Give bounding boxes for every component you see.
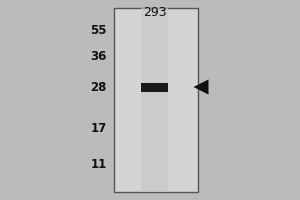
- Text: 17: 17: [90, 122, 106, 136]
- Bar: [141, 82, 168, 92]
- Text: 293: 293: [143, 5, 166, 19]
- Text: 36: 36: [90, 50, 106, 63]
- Bar: [114, 8, 198, 192]
- Text: 28: 28: [90, 81, 106, 94]
- Text: 11: 11: [90, 158, 106, 170]
- Bar: [141, 8, 168, 192]
- Polygon shape: [194, 79, 208, 95]
- Text: 55: 55: [90, 24, 106, 38]
